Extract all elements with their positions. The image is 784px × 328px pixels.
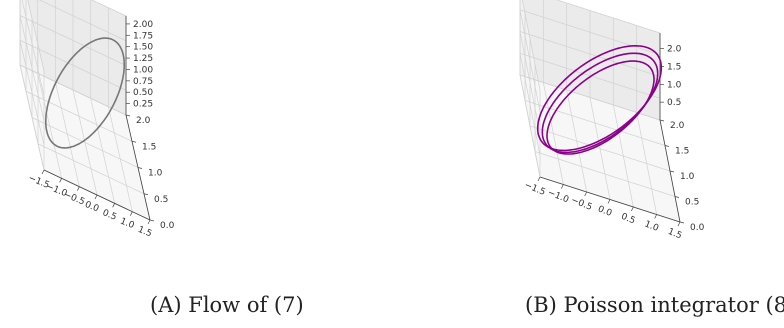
- x-tick-label: 1.0: [119, 216, 136, 231]
- grid-line: [519, 52, 661, 99]
- grid-line: [21, 0, 45, 96]
- caption-a-text: Flow of (7): [188, 293, 304, 317]
- x-tick-label: 0.0: [596, 204, 613, 219]
- x-tick: [112, 203, 115, 208]
- caption-b-label: (B): [525, 293, 557, 317]
- x-tick: [561, 184, 564, 189]
- grid-line: [519, 9, 661, 56]
- grid-line: [534, 151, 676, 197]
- y-tick: [143, 193, 149, 196]
- z-tick-label: 0.75: [133, 77, 153, 87]
- y-tick-label: 0.5: [685, 198, 699, 208]
- x-tick: [59, 178, 62, 183]
- x-tick-label: −1.0: [546, 188, 570, 206]
- z-tick-label: 1.25: [133, 54, 153, 64]
- grid-line: [19, 15, 127, 66]
- x-tick-label: 0.5: [101, 208, 118, 223]
- caption-a: (A) Flow of (7): [150, 293, 304, 317]
- grid-line: [519, 74, 541, 178]
- y-tick-label: 1.0: [148, 169, 163, 179]
- y-tick-label: 2.0: [670, 121, 685, 131]
- x-tick: [94, 194, 98, 200]
- grid-line: [556, 0, 661, 34]
- x-tick-label: −0.5: [569, 195, 593, 212]
- x-tick-label: 1.0: [643, 219, 660, 234]
- z-tick-label: 0.25: [133, 100, 153, 110]
- x-tick: [584, 191, 587, 197]
- trajectory-line: [44, 37, 125, 149]
- trajectory-line: [541, 52, 659, 154]
- x-tick: [537, 176, 541, 182]
- grid-line: [37, 143, 145, 195]
- y-tick: [669, 170, 675, 173]
- x-tick-label: −0.5: [62, 190, 86, 207]
- grid-line: [519, 9, 541, 112]
- x-tick: [147, 219, 151, 225]
- trajectory-line: [546, 60, 655, 155]
- z-tick-label: 1.0: [667, 80, 682, 90]
- grid-line: [19, 39, 127, 91]
- y-tick: [125, 114, 131, 117]
- grid-line: [27, 0, 45, 72]
- z-tick-label: 0.50: [133, 88, 153, 98]
- y-tick: [674, 196, 680, 198]
- y-tick: [149, 219, 155, 222]
- y-tick: [664, 145, 670, 147]
- grid-line: [25, 90, 133, 142]
- y-tick-label: 1.0: [680, 172, 695, 182]
- x-tick-label: −1.5: [523, 180, 547, 197]
- grid-line: [19, 15, 45, 121]
- z-tick-label: 1.50: [133, 43, 153, 53]
- y-tick-label: 0.0: [690, 223, 705, 233]
- grid-line: [519, 31, 661, 77]
- grid-line: [31, 117, 139, 168]
- grid-line: [38, 0, 127, 42]
- y-tick-label: 0.5: [154, 195, 168, 205]
- y-tick-label: 1.5: [675, 147, 689, 157]
- z-tick-label: 1.00: [133, 65, 153, 75]
- x-tick-label: 0.5: [620, 212, 637, 227]
- grid-line: [19, 64, 45, 171]
- caption-a-label: (A): [150, 293, 182, 317]
- y-tick-label: 1.5: [142, 142, 156, 152]
- y-tick: [659, 119, 665, 122]
- x-tick: [677, 221, 681, 227]
- grid-line: [529, 125, 671, 172]
- x-tick: [77, 186, 80, 191]
- grid-line: [519, 31, 541, 134]
- x-tick-label: 1.5: [666, 227, 683, 242]
- z-tick-label: 2.0: [667, 45, 682, 55]
- y-tick: [137, 167, 143, 169]
- grid-line: [19, 40, 45, 146]
- trajectory-line: [536, 44, 663, 152]
- x-tick: [607, 199, 611, 204]
- x-tick: [41, 169, 45, 175]
- x-tick: [654, 214, 657, 219]
- z-tick-label: 1.5: [667, 62, 681, 72]
- y-tick-label: 0.0: [160, 221, 175, 231]
- x-tick: [631, 206, 634, 212]
- y-tick: [679, 221, 685, 224]
- grid-line: [19, 64, 127, 116]
- z-tick-label: 2.00: [133, 20, 153, 30]
- panel-b-plot: −1.5 −1.0 −0.5 0.00.51.01.5 0.00.51.01.52.00…: [519, 0, 705, 242]
- grid-line: [519, 74, 661, 121]
- caption-b: (B) Poisson integrator (8): [525, 293, 784, 317]
- grid-line: [91, 0, 127, 17]
- z-tick-label: 0.5: [667, 98, 681, 108]
- z-tick-label: 1.75: [133, 31, 153, 41]
- x-tick: [130, 211, 133, 216]
- grid-line: [521, 0, 541, 91]
- x-tick-label: 0.0: [83, 200, 100, 215]
- y-tick: [131, 140, 137, 143]
- x-tick-label: 1.5: [136, 225, 153, 240]
- panel-a-plot: −1.5−1.0−0.50.00.51.01.5 0.00.51.01.52.00…: [19, 0, 175, 240]
- caption-b-text: Poisson integrator (8): [563, 293, 784, 317]
- y-tick-label: 2.0: [136, 116, 151, 126]
- grid-line: [519, 53, 541, 156]
- grid-line: [524, 100, 666, 146]
